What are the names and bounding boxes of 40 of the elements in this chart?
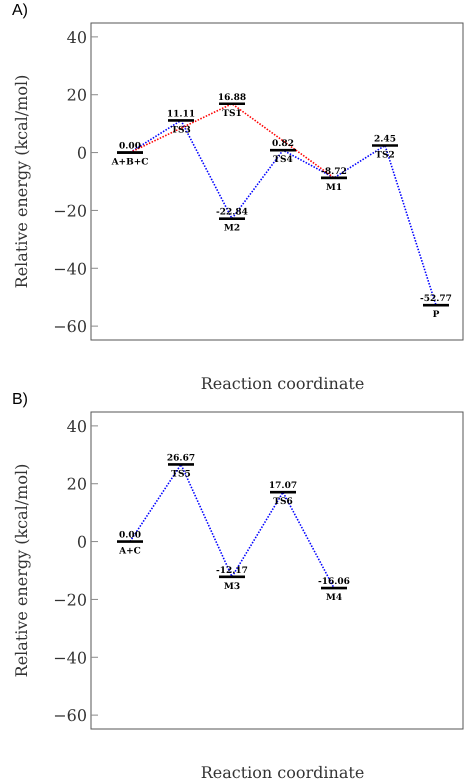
y-tick-label: 20 — [66, 474, 87, 494]
x-tick-label: TS2 — [375, 150, 395, 160]
x-tick-label: TS4 — [273, 155, 293, 166]
data-label: -16.06 — [318, 577, 350, 588]
annotation: TS1 — [222, 108, 242, 119]
y-tick-label: 0 — [76, 532, 87, 552]
x-tick-label: P — [432, 310, 440, 320]
y-tick-label: −60 — [53, 317, 87, 336]
data-label: -52.77 — [420, 294, 452, 304]
data-label: 16.88 — [218, 92, 246, 103]
x-tick-label: M1 — [326, 182, 342, 193]
x-tick-label: M2 — [224, 224, 240, 234]
y-tick-label: −60 — [53, 706, 87, 726]
y-tick-label: 0 — [76, 144, 87, 163]
y-tick-label: 40 — [66, 416, 87, 436]
x-tick-label: TS6 — [273, 497, 293, 508]
data-label: 0.00 — [119, 142, 141, 152]
y-tick-label: −20 — [53, 590, 87, 610]
y-tick-label: 20 — [66, 86, 87, 105]
data-label: 0.00 — [119, 530, 141, 541]
x-tick-label: A+C — [118, 546, 141, 557]
chart-title: A) — [12, 2, 28, 19]
x-axis-title: Reaction coordinate — [200, 374, 364, 393]
data-label: 2.45 — [374, 134, 396, 144]
x-tick-label: M4 — [326, 593, 342, 604]
y-tick-label: −20 — [53, 201, 87, 220]
y-axis-title: Relative energy (kcal/mol) — [12, 464, 31, 678]
y-axis-title: Relative energy (kcal/mol) — [12, 74, 31, 288]
x-tick-label: TS5 — [171, 469, 191, 480]
x-tick-label: A+B+C — [110, 158, 148, 168]
chart-title: B) — [12, 391, 28, 408]
y-tick-label: −40 — [53, 648, 87, 668]
x-tick-label: M3 — [224, 582, 240, 592]
y-tick-label: 40 — [66, 28, 87, 47]
data-label: -22.84 — [216, 208, 248, 218]
y-tick-label: −40 — [53, 259, 87, 278]
data-label: 26.67 — [166, 453, 196, 464]
data-label: 17.07 — [268, 481, 298, 492]
x-axis-title: Reaction coordinate — [200, 763, 364, 782]
data-label: 11.11 — [166, 109, 196, 120]
